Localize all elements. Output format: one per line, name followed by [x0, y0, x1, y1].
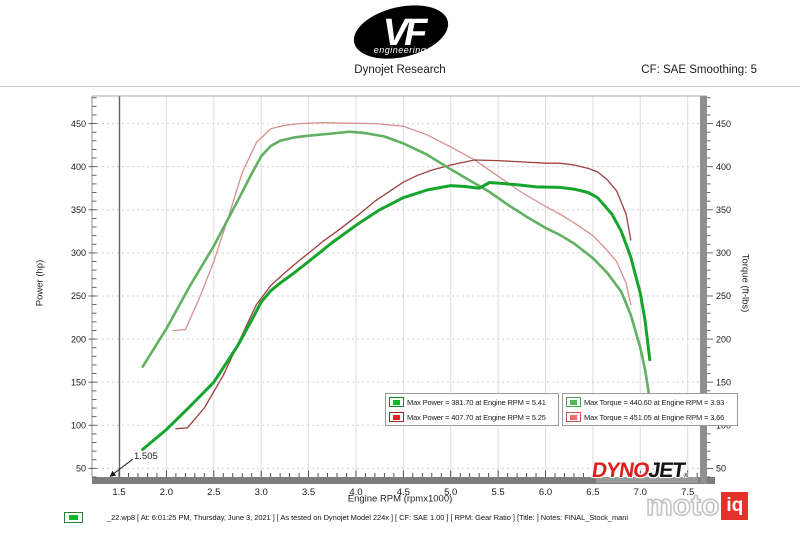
- legend-label: Max Torque = 440.60 at Engine RPM = 3.93: [584, 397, 725, 407]
- legend-box-max-torque: Max Torque = 440.60 at Engine RPM = 3.93…: [562, 393, 738, 426]
- y-tick-label-left: 150: [71, 377, 86, 387]
- x-axis-title: Engine RPM (rpmx1000): [347, 493, 453, 505]
- y-tick-label-right: 400: [716, 162, 731, 172]
- x-tick-label: 5.0: [444, 487, 457, 498]
- x-tick-label: 3.0: [255, 487, 268, 498]
- vf-logo-subtext: engineering: [374, 45, 427, 55]
- footer-run-text: _22.wp8 [ At: 6:01:25 PM, Thursday, June…: [107, 513, 629, 522]
- annotation-arrow: [109, 458, 134, 477]
- footer-run-swatch: [64, 512, 83, 523]
- motoiq-logo: moto iq: [645, 489, 749, 522]
- y-axis-title-power: Power (hp): [34, 259, 46, 307]
- x-tick-label: 2.0: [160, 487, 173, 498]
- run-start-annotation: 1.505: [134, 451, 158, 462]
- legend-swatch-torque-green: [566, 397, 581, 407]
- y-tick-label-left: 350: [71, 205, 86, 215]
- y-tick-label-right: 450: [716, 119, 731, 129]
- x-tick-label: 5.5: [492, 487, 505, 498]
- curve-power-red: [175, 159, 632, 430]
- page-title: Dynojet Research: [354, 64, 446, 76]
- y-tick-label-right: 150: [716, 377, 731, 387]
- y-tick-label-left: 450: [71, 119, 86, 129]
- legend-box-max-power: Max Power = 381.70 at Engine RPM = 5.41 …: [385, 393, 559, 426]
- y-axis-bar-right: [700, 96, 707, 484]
- legend-row: Max Torque = 451.05 at Engine RPM = 3.66: [563, 410, 737, 425]
- vf-logo-ellipse: [353, 5, 449, 59]
- legend-swatch-torque-pink: [566, 412, 581, 422]
- x-tick-label: 6.0: [539, 487, 552, 498]
- motoiq-logo-moto: moto: [645, 489, 720, 522]
- header-divider: [0, 86, 800, 87]
- y-tick-label-left: 50: [76, 464, 86, 474]
- axis-ticks: [88, 97, 713, 478]
- y-tick-label-left: 400: [71, 162, 86, 172]
- curve-torque-pink: [172, 122, 632, 332]
- x-tick-label: 2.5: [207, 487, 220, 498]
- legend-swatch-power-green: [389, 397, 404, 407]
- y-tick-label-right: 250: [716, 291, 731, 301]
- x-tick-label: 7.0: [634, 487, 647, 498]
- x-tick-label: 6.5: [586, 487, 599, 498]
- curve-torque-green: [141, 130, 652, 401]
- smoothing-label: CF: SAE Smoothing: 5: [641, 64, 757, 76]
- dynojet-logo-bar: [596, 477, 698, 483]
- y-tick-label-left: 300: [71, 248, 86, 258]
- x-tick-label: 7.5: [681, 487, 694, 498]
- dyno-curves: [141, 122, 652, 451]
- y-tick-label-right: 300: [716, 248, 731, 258]
- y-tick-label-right: 200: [716, 334, 731, 344]
- legend-row: Max Power = 407.70 at Engine RPM = 5.25: [386, 410, 558, 425]
- dynojet-logo-jet: JET: [647, 459, 686, 482]
- x-tick-label: 3.5: [302, 487, 315, 498]
- vf-engineering-logo: VF engineering: [353, 5, 449, 59]
- y-tick-label-right: 50: [716, 464, 726, 474]
- footer-run-info: _22.wp8 [ At: 6:01:25 PM, Thursday, June…: [64, 512, 628, 523]
- x-axis-bar: [92, 477, 715, 484]
- motoiq-iq-badge: iq: [721, 492, 749, 520]
- y-tick-label-left: 100: [71, 420, 86, 430]
- y-tick-label-right: 350: [716, 205, 731, 215]
- legend-row: Max Power = 381.70 at Engine RPM = 5.41: [386, 395, 558, 410]
- x-tick-label: 1.5: [112, 487, 125, 498]
- legend-label: Max Power = 407.70 at Engine RPM = 5.25: [407, 412, 546, 422]
- dynojet-logo-dyno: DYNO: [590, 459, 651, 482]
- registered-mark: ®: [683, 473, 689, 479]
- y-axis-title-torque: Torque (ft-lbs): [739, 253, 751, 313]
- y-tick-label-left: 200: [71, 334, 86, 344]
- y-tick-label-left: 250: [71, 291, 86, 301]
- dynojet-logo: DYNOJET®: [590, 459, 691, 482]
- curve-power-green: [141, 181, 652, 451]
- legend-swatch-power-red: [389, 412, 404, 422]
- x-tick-label: 4.5: [397, 487, 410, 498]
- legend-row: Max Torque = 440.60 at Engine RPM = 3.93: [563, 395, 737, 410]
- x-tick-label: 4.0: [349, 487, 362, 498]
- tick-labels: 1.5 2.0 2.5 3.0 3.5 4.0 4.5 5.0 5.5 6.0 6.5 7.0 7.5 5…: [71, 119, 731, 498]
- legend-label: Max Power = 381.70 at Engine RPM = 5.41: [407, 397, 546, 407]
- legend-label: Max Torque = 451.05 at Engine RPM = 3.66: [584, 412, 725, 422]
